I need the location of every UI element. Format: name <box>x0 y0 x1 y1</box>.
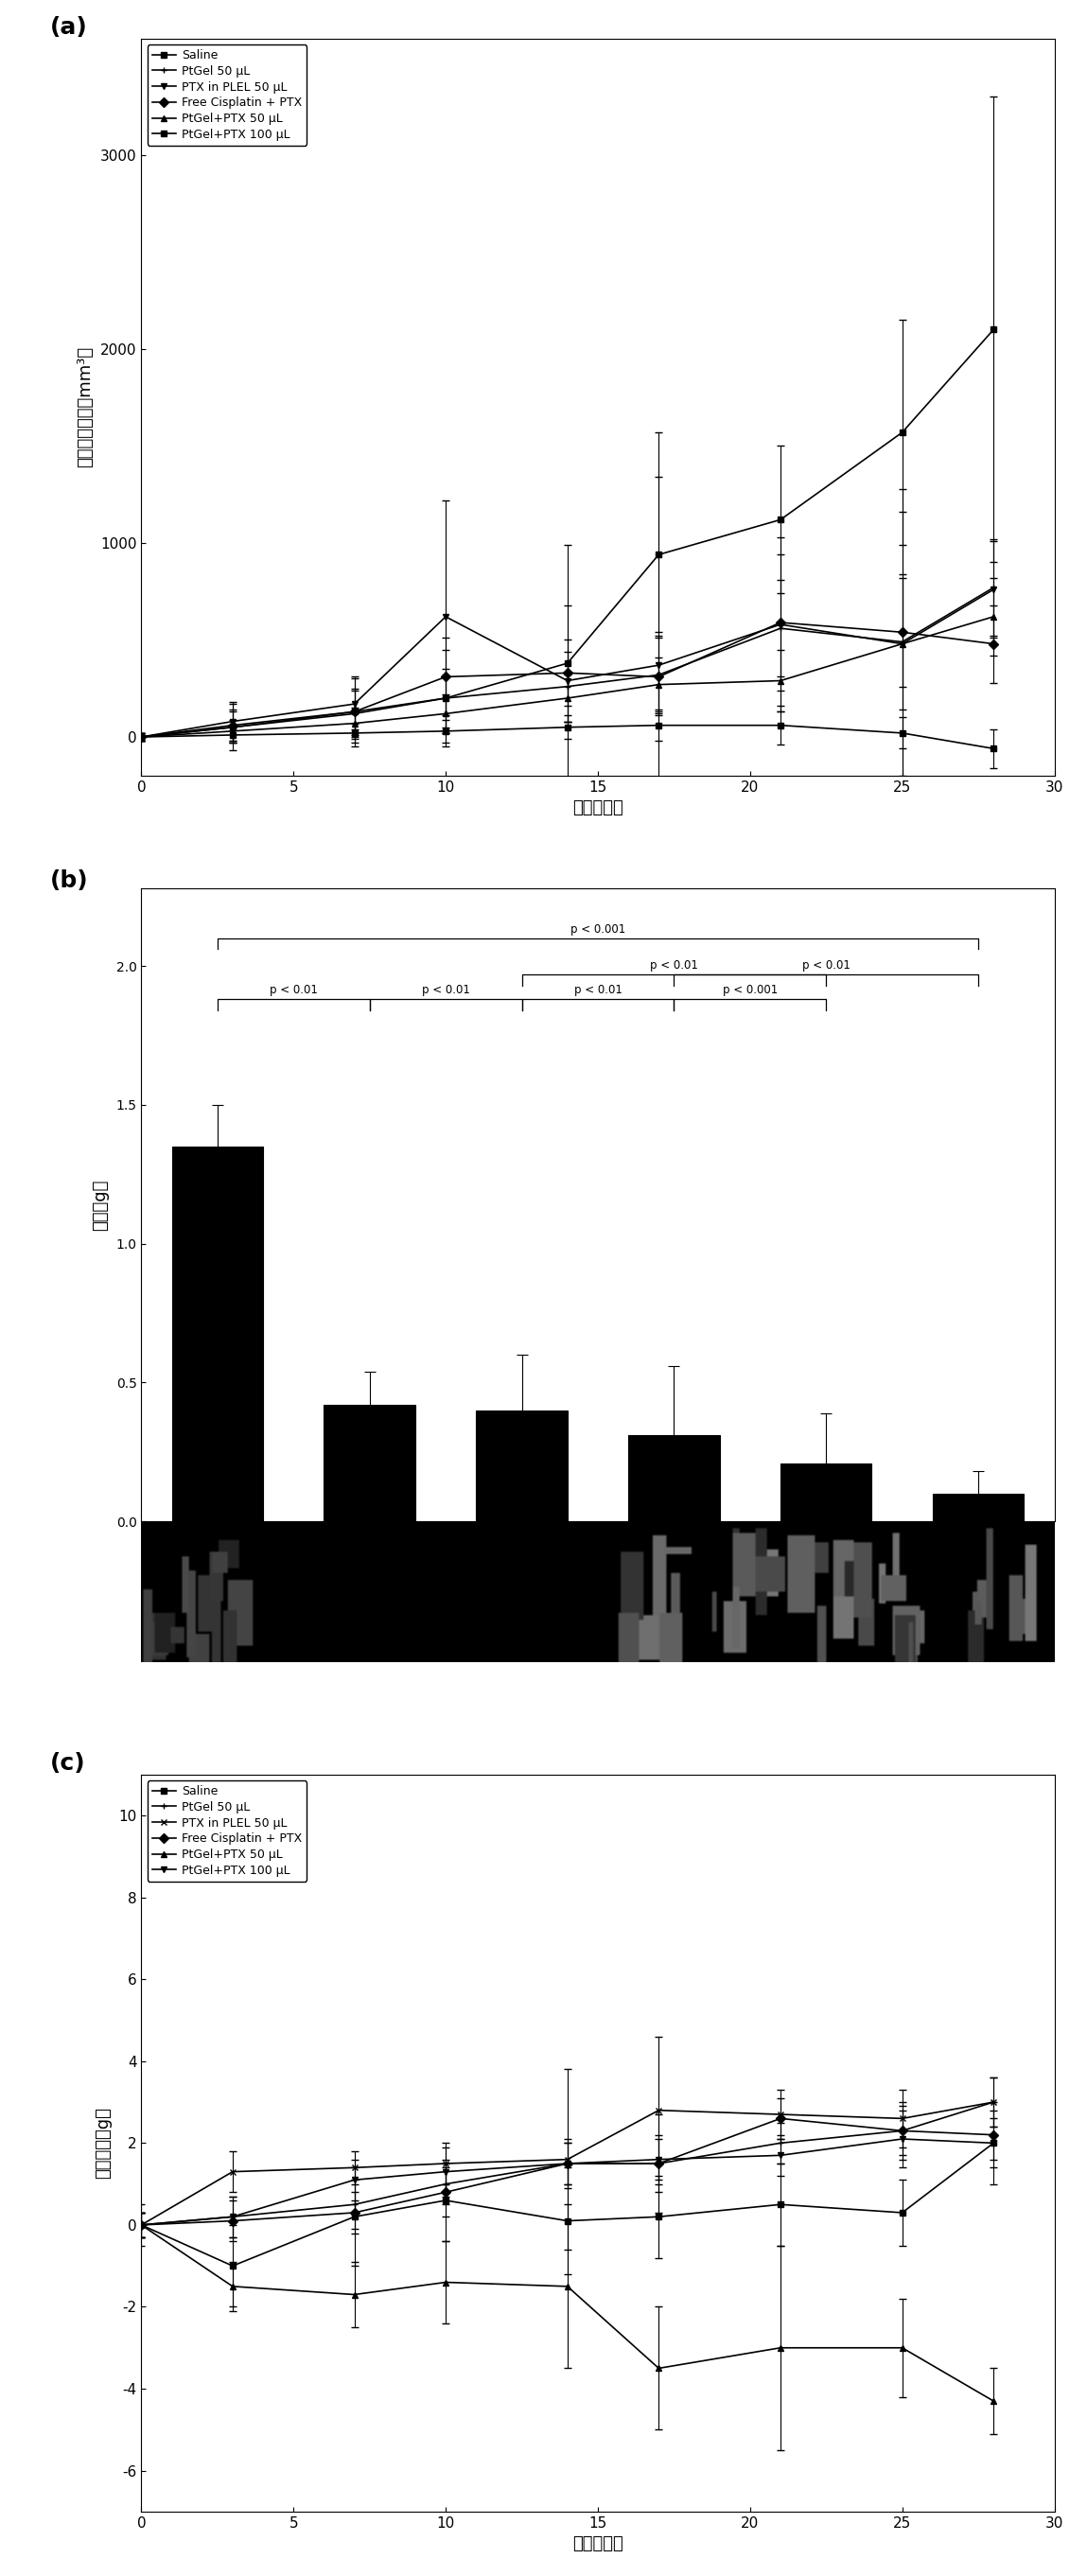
Text: p < 0.001: p < 0.001 <box>571 922 625 935</box>
Text: (a): (a) <box>50 15 88 39</box>
Y-axis label: 肿瘾体积变化（mm³）: 肿瘾体积变化（mm³） <box>76 348 93 469</box>
Text: p < 0.01: p < 0.01 <box>802 958 850 971</box>
Bar <box>172 1146 263 1522</box>
Bar <box>780 1463 872 1522</box>
Legend: Saline, PtGel 50 μL, PTX in PLEL 50 μL, Free Cisplatin + PTX, PtGel+PTX 50 μL, P: Saline, PtGel 50 μL, PTX in PLEL 50 μL, … <box>147 1780 307 1880</box>
X-axis label: 时间（天）: 时间（天） <box>573 2535 623 2553</box>
Y-axis label: 瘾重（g）: 瘾重（g） <box>92 1180 110 1231</box>
Text: p < 0.01: p < 0.01 <box>650 958 698 971</box>
Text: p < 0.001: p < 0.001 <box>723 984 777 997</box>
X-axis label: 时间（天）: 时间（天） <box>573 799 623 817</box>
Legend: Saline, PtGel 50 μL, PTX in PLEL 50 μL, Free Cisplatin + PTX, PtGel+PTX 50 μL, P: Saline, PtGel 50 μL, PTX in PLEL 50 μL, … <box>147 44 307 144</box>
Text: p < 0.01: p < 0.01 <box>574 984 622 997</box>
Y-axis label: 体重变化（g）: 体重变化（g） <box>95 2107 112 2179</box>
Bar <box>476 1409 567 1522</box>
Bar <box>933 1494 1024 1522</box>
Bar <box>324 1404 415 1522</box>
Text: (b): (b) <box>50 868 88 891</box>
Text: p < 0.01: p < 0.01 <box>422 984 470 997</box>
Text: (c): (c) <box>50 1752 86 1775</box>
Text: p < 0.01: p < 0.01 <box>270 984 317 997</box>
Bar <box>628 1435 720 1522</box>
